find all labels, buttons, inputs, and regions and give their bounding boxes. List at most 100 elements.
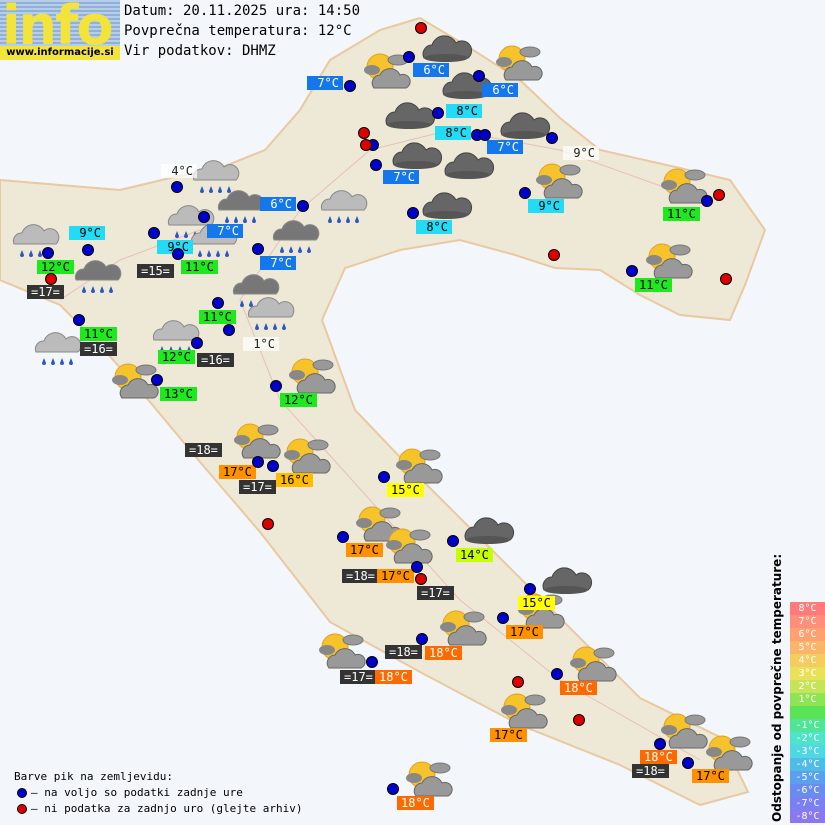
station-temperature-label[interactable]: 18°C (560, 681, 597, 695)
station-dot[interactable] (198, 211, 210, 223)
station-dot-missing[interactable] (720, 273, 732, 285)
station-temperature-label[interactable]: 8°C (416, 220, 452, 234)
station-dot[interactable] (267, 460, 279, 472)
logo-url[interactable]: www.informacije.si (0, 46, 120, 60)
station-dot[interactable] (447, 535, 459, 547)
station-temperature-label[interactable]: 9°C (563, 146, 599, 160)
station-dot[interactable] (337, 531, 349, 543)
station-dot[interactable] (654, 738, 666, 750)
station-temperature-label[interactable]: 6°C (413, 63, 449, 77)
station-dot[interactable] (479, 129, 491, 141)
station-dot-missing[interactable] (415, 22, 427, 34)
station-temperature-label[interactable]: 18°C (640, 750, 677, 764)
station-dot[interactable] (344, 80, 356, 92)
station-temperature-label[interactable]: 7°C (260, 256, 296, 270)
station-temperature-label[interactable]: 7°C (207, 224, 243, 238)
logo[interactable]: info www.informacije.si (0, 0, 120, 60)
station-temperature-label[interactable]: 16°C (276, 473, 313, 487)
station-dot[interactable] (378, 471, 390, 483)
station-temperature-label[interactable]: 7°C (383, 170, 419, 184)
station-temperature-label[interactable]: 17°C (346, 543, 383, 557)
station-temperature-label[interactable]: 9°C (69, 226, 105, 240)
station-temperature-label[interactable]: 9°C (528, 199, 564, 213)
station-temperature-label[interactable]: =17= (27, 285, 64, 299)
station-dot[interactable] (551, 668, 563, 680)
station-temperature-label[interactable]: 11°C (635, 278, 672, 292)
station-dot-missing[interactable] (512, 676, 524, 688)
station-dot[interactable] (411, 561, 423, 573)
station-dot[interactable] (403, 51, 415, 63)
station-temperature-label[interactable]: 12°C (280, 393, 317, 407)
station-dot[interactable] (212, 297, 224, 309)
station-dot[interactable] (148, 227, 160, 239)
station-temperature-label[interactable]: 1°C (243, 337, 279, 351)
station-temperature-label[interactable]: 17°C (692, 769, 729, 783)
station-dot[interactable] (432, 107, 444, 119)
station-dot[interactable] (416, 633, 428, 645)
station-dot[interactable] (151, 374, 163, 386)
station-temperature-label[interactable]: =18= (185, 443, 222, 457)
station-dot[interactable] (682, 757, 694, 769)
station-dot[interactable] (252, 243, 264, 255)
station-temperature-label[interactable]: =16= (197, 353, 234, 367)
station-dot[interactable] (297, 200, 309, 212)
station-temperature-label[interactable]: 18°C (425, 646, 462, 660)
station-temperature-label[interactable]: 13°C (160, 387, 197, 401)
station-temperature-label[interactable]: 6°C (482, 83, 518, 97)
station-dot-missing[interactable] (713, 189, 725, 201)
station-temperature-label[interactable]: 18°C (397, 796, 434, 810)
station-dot[interactable] (497, 612, 509, 624)
station-temperature-label[interactable]: 18°C (375, 670, 412, 684)
station-temperature-label[interactable]: =16= (80, 342, 117, 356)
station-dot[interactable] (387, 783, 399, 795)
station-dot[interactable] (519, 187, 531, 199)
station-temperature-label[interactable]: 11°C (80, 327, 117, 341)
station-temperature-label[interactable]: 6°C (260, 197, 296, 211)
station-temperature-label[interactable]: 17°C (377, 569, 414, 583)
station-dot[interactable] (171, 181, 183, 193)
station-dot[interactable] (42, 247, 54, 259)
station-temperature-label[interactable]: =17= (239, 480, 276, 494)
station-dot-missing[interactable] (45, 273, 57, 285)
station-temperature-label[interactable]: 7°C (307, 76, 343, 90)
station-dot[interactable] (626, 265, 638, 277)
station-dot[interactable] (73, 314, 85, 326)
station-temperature-label[interactable]: =17= (340, 670, 377, 684)
station-dot-missing[interactable] (358, 127, 370, 139)
station-dot-missing[interactable] (415, 573, 427, 585)
station-dot-missing[interactable] (262, 518, 274, 530)
station-temperature-label[interactable]: 12°C (158, 350, 195, 364)
station-temperature-label[interactable]: 17°C (490, 728, 527, 742)
station-temperature-label[interactable]: =15= (137, 264, 174, 278)
station-temperature-label[interactable]: 17°C (506, 625, 543, 639)
station-dot[interactable] (270, 380, 282, 392)
station-temperature-label[interactable]: 11°C (663, 207, 700, 221)
station-dot[interactable] (473, 70, 485, 82)
station-dot[interactable] (546, 132, 558, 144)
station-temperature-label[interactable]: =17= (417, 586, 454, 600)
station-temperature-label[interactable]: 7°C (487, 140, 523, 154)
station-temperature-label[interactable]: =18= (632, 764, 669, 778)
station-temperature-label[interactable]: 8°C (435, 126, 471, 140)
station-dot[interactable] (191, 337, 203, 349)
station-temperature-label[interactable]: 15°C (387, 483, 424, 497)
station-dot[interactable] (223, 324, 235, 336)
station-temperature-label[interactable]: 4°C (161, 164, 197, 178)
station-temperature-label[interactable]: 15°C (518, 596, 555, 610)
station-dot[interactable] (407, 207, 419, 219)
station-dot-missing[interactable] (573, 714, 585, 726)
station-temperature-label[interactable]: =18= (385, 645, 422, 659)
station-dot[interactable] (370, 159, 382, 171)
station-temperature-label[interactable]: 8°C (446, 104, 482, 118)
station-dot[interactable] (524, 583, 536, 595)
station-temperature-label[interactable]: 11°C (199, 310, 236, 324)
station-dot[interactable] (172, 248, 184, 260)
station-temperature-label[interactable]: 14°C (456, 548, 493, 562)
station-dot[interactable] (252, 456, 264, 468)
station-temperature-label[interactable]: 11°C (181, 260, 218, 274)
station-dot[interactable] (701, 195, 713, 207)
station-temperature-label[interactable]: =18= (342, 569, 379, 583)
station-dot[interactable] (82, 244, 94, 256)
station-dot[interactable] (366, 656, 378, 668)
station-temperature-label[interactable]: 12°C (37, 260, 74, 274)
